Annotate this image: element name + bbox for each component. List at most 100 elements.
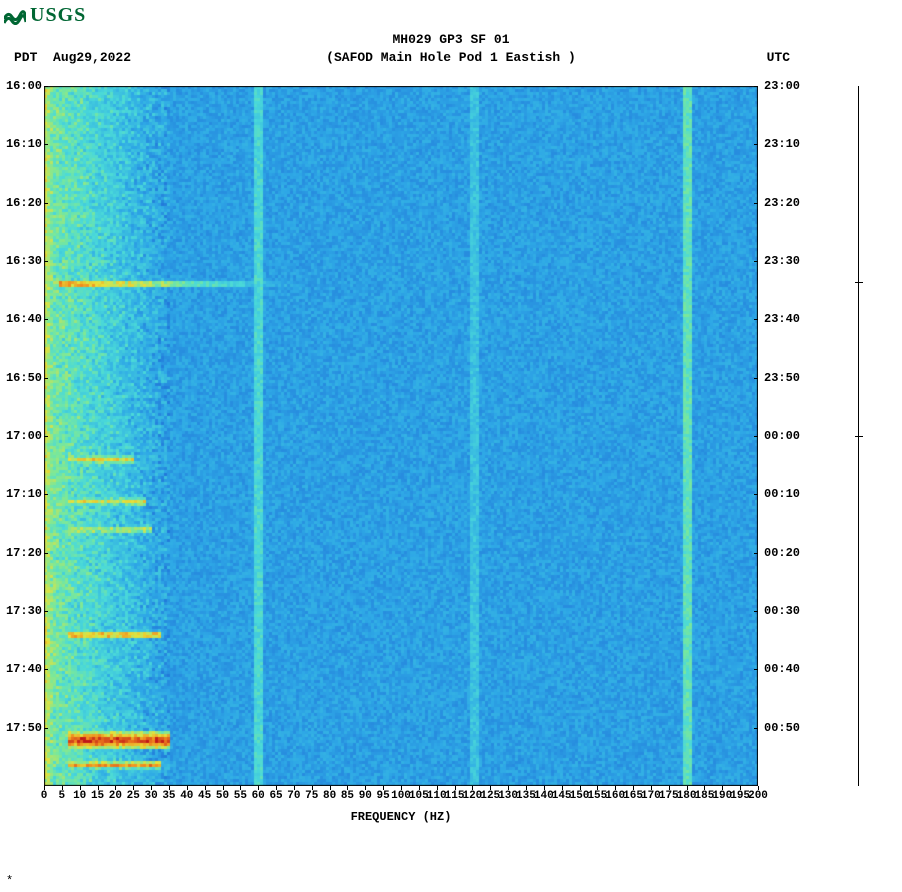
xtick: 30 xyxy=(144,790,157,802)
ytick-left: 16:40 xyxy=(6,312,42,326)
xtick: 55 xyxy=(234,790,247,802)
tick-mark xyxy=(401,786,402,790)
xtick: 100 xyxy=(391,790,411,802)
tick-mark xyxy=(437,786,438,790)
tick-mark xyxy=(44,728,48,729)
tick-mark xyxy=(722,786,723,790)
tick-mark xyxy=(754,436,758,437)
ytick-left: 17:50 xyxy=(6,721,42,735)
xtick: 85 xyxy=(341,790,354,802)
xtick: 20 xyxy=(109,790,122,802)
xtick: 70 xyxy=(287,790,300,802)
tick-mark xyxy=(687,786,688,790)
xtick: 160 xyxy=(605,790,625,802)
ytick-right: 23:50 xyxy=(764,371,800,385)
spectrogram-plot xyxy=(44,86,758,786)
y-axis-right: 23:0023:1023:2023:3023:4023:5000:0000:10… xyxy=(758,86,818,786)
scale-tick xyxy=(855,436,863,437)
ytick-right: 23:20 xyxy=(764,196,800,210)
ytick-left: 17:20 xyxy=(6,546,42,560)
xtick: 125 xyxy=(480,790,500,802)
xtick: 200 xyxy=(748,790,768,802)
footer-mark: * xyxy=(6,874,13,888)
tick-mark xyxy=(44,203,48,204)
tick-mark xyxy=(276,786,277,790)
tick-mark xyxy=(312,786,313,790)
tick-mark xyxy=(754,669,758,670)
tick-mark xyxy=(758,786,759,790)
usgs-logo: USGS xyxy=(4,4,86,27)
tick-mark xyxy=(704,786,705,790)
tick-mark xyxy=(651,786,652,790)
xtick: 15 xyxy=(91,790,104,802)
tick-mark xyxy=(44,553,48,554)
date-label: Aug29,2022 xyxy=(53,50,131,65)
tick-mark xyxy=(330,786,331,790)
tick-mark xyxy=(62,786,63,790)
tick-mark xyxy=(754,261,758,262)
ytick-right: 00:20 xyxy=(764,546,800,560)
xtick: 140 xyxy=(534,790,554,802)
tick-mark xyxy=(740,786,741,790)
tick-mark xyxy=(455,786,456,790)
y-axis-left: 16:0016:1016:2016:3016:4016:5017:0017:10… xyxy=(0,86,44,786)
tick-mark xyxy=(44,86,48,87)
xtick: 65 xyxy=(269,790,282,802)
tick-mark xyxy=(383,786,384,790)
ytick-right: 00:10 xyxy=(764,487,800,501)
ytick-left: 16:20 xyxy=(6,196,42,210)
tick-mark xyxy=(365,786,366,790)
tick-mark xyxy=(754,728,758,729)
tick-mark xyxy=(754,553,758,554)
tick-mark xyxy=(597,786,598,790)
tick-mark xyxy=(44,319,48,320)
ytick-right: 23:10 xyxy=(764,137,800,151)
tick-mark xyxy=(98,786,99,790)
xtick: 195 xyxy=(730,790,750,802)
tick-mark xyxy=(580,786,581,790)
xtick: 130 xyxy=(498,790,518,802)
tick-mark xyxy=(187,786,188,790)
tick-mark xyxy=(205,786,206,790)
logo-text: USGS xyxy=(30,4,86,27)
tick-mark xyxy=(754,494,758,495)
ytick-left: 17:00 xyxy=(6,429,42,443)
ytick-right: 00:00 xyxy=(764,429,800,443)
ytick-left: 17:10 xyxy=(6,487,42,501)
tick-mark xyxy=(44,669,48,670)
tz-left-label: PDT xyxy=(14,50,37,65)
xtick: 90 xyxy=(359,790,372,802)
tick-mark xyxy=(80,786,81,790)
tick-mark xyxy=(472,786,473,790)
xtick: 175 xyxy=(659,790,679,802)
xtick: 80 xyxy=(323,790,336,802)
xtick: 190 xyxy=(712,790,732,802)
tick-mark xyxy=(294,786,295,790)
xtick: 180 xyxy=(677,790,697,802)
tick-mark xyxy=(223,786,224,790)
xtick: 95 xyxy=(377,790,390,802)
tick-mark xyxy=(44,494,48,495)
ytick-left: 16:10 xyxy=(6,137,42,151)
tick-mark xyxy=(347,786,348,790)
ytick-right: 23:30 xyxy=(764,254,800,268)
tick-mark xyxy=(544,786,545,790)
ytick-left: 16:30 xyxy=(6,254,42,268)
tick-mark xyxy=(258,786,259,790)
xtick: 75 xyxy=(305,790,318,802)
ytick-right: 23:40 xyxy=(764,312,800,326)
tick-mark xyxy=(419,786,420,790)
tick-mark xyxy=(44,436,48,437)
xtick: 185 xyxy=(695,790,715,802)
xtick: 50 xyxy=(216,790,229,802)
tick-mark xyxy=(633,786,634,790)
scale-tick xyxy=(855,282,863,283)
xtick: 105 xyxy=(409,790,429,802)
xtick: 10 xyxy=(73,790,86,802)
chart-title: MH029 GP3 SF 01 xyxy=(0,32,902,47)
ytick-right: 00:40 xyxy=(764,662,800,676)
tick-mark xyxy=(115,786,116,790)
tick-mark xyxy=(169,786,170,790)
tick-mark xyxy=(754,203,758,204)
xtick: 120 xyxy=(462,790,482,802)
